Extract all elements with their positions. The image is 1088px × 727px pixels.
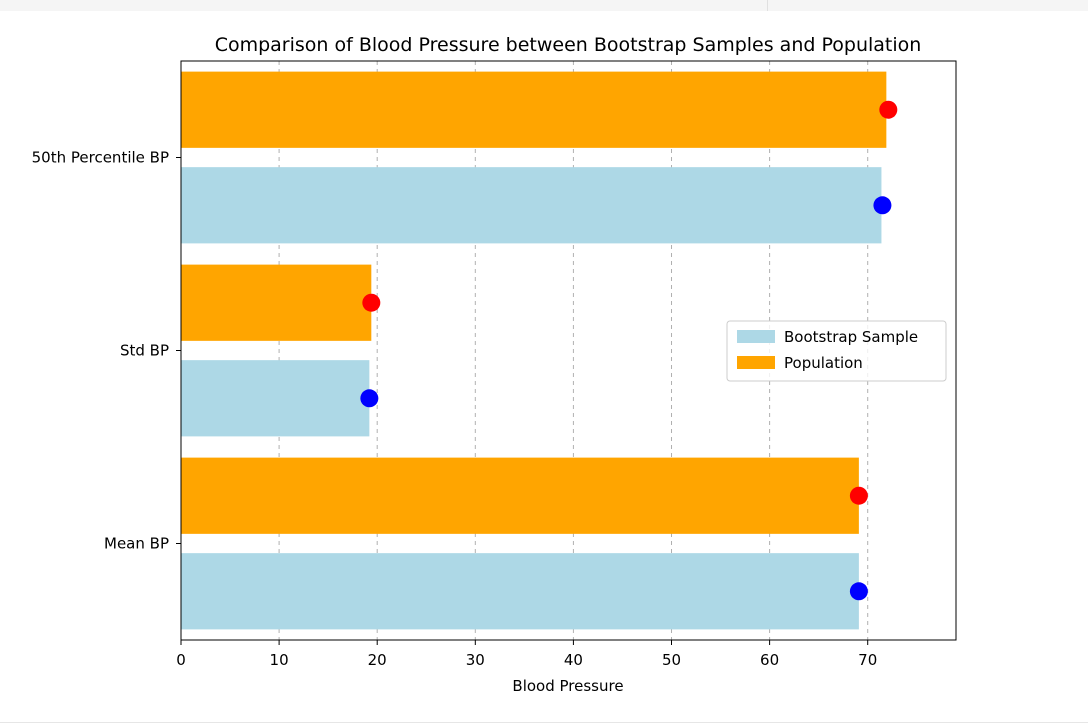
toolbar-divider	[767, 0, 768, 11]
x-tick-label: 20	[368, 651, 387, 669]
bar-bootstrap-sample-mean-bp	[181, 553, 859, 630]
marker-population-mean-bp	[849, 486, 868, 505]
top-toolbar-strip	[0, 0, 1088, 11]
bottom-border	[0, 722, 1088, 723]
legend: Bootstrap Sample Population	[726, 320, 947, 382]
bar-bootstrap-sample-50th-percentile-bp	[181, 167, 882, 244]
bar-bootstrap-sample-std-bp	[181, 360, 370, 437]
bar-population-std-bp	[181, 264, 372, 341]
x-axis-ticks: 0 10 20 30 40 50 60 70	[176, 640, 877, 669]
marker-population-std-bp	[362, 293, 381, 312]
x-axis-label: Blood Pressure	[512, 677, 623, 695]
y-tick-label-50th-percentile-bp: 50th Percentile BP	[32, 149, 169, 167]
marker-population-50th-percentile-bp	[879, 100, 898, 119]
bar-population-50th-percentile-bp	[181, 71, 887, 148]
legend-label-population: Population	[784, 354, 863, 372]
y-axis-ticks: Mean BP Std BP 50th Percentile BP	[32, 149, 181, 553]
marker-bootstrap-sample-std-bp	[360, 389, 379, 408]
bars	[181, 71, 887, 630]
x-tick-label: 50	[662, 651, 681, 669]
x-tick-label: 70	[858, 651, 877, 669]
x-tick-label: 10	[270, 651, 289, 669]
marker-bootstrap-sample-mean-bp	[849, 582, 868, 601]
chart-title: Comparison of Blood Pressure between Boo…	[215, 34, 922, 56]
x-tick-label: 30	[466, 651, 485, 669]
legend-label-bootstrap-sample: Bootstrap Sample	[784, 328, 918, 346]
x-tick-label: 0	[176, 651, 186, 669]
x-tick-label: 60	[760, 651, 779, 669]
markers	[360, 100, 898, 601]
marker-bootstrap-sample-50th-percentile-bp	[873, 196, 892, 215]
legend-box	[726, 320, 947, 382]
legend-swatch-population	[737, 356, 775, 369]
y-tick-label-mean-bp: Mean BP	[104, 535, 169, 553]
bar-population-mean-bp	[181, 457, 859, 534]
legend-swatch-bootstrap-sample	[737, 330, 775, 343]
x-tick-label: 40	[564, 651, 583, 669]
y-tick-label-std-bp: Std BP	[120, 342, 169, 360]
